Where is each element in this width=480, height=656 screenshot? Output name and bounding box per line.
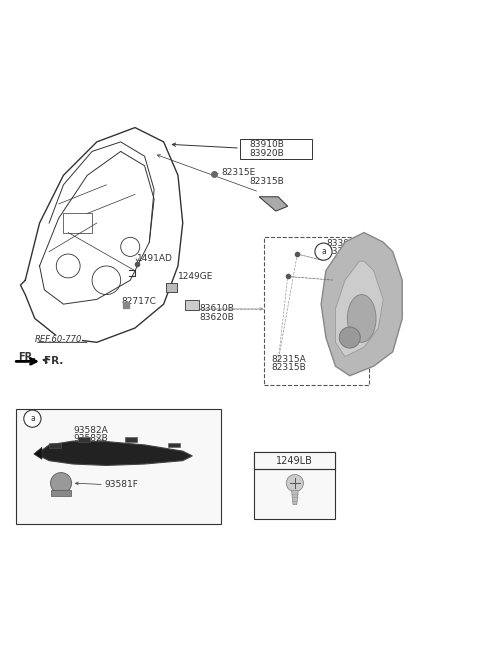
Polygon shape [34, 447, 42, 459]
Polygon shape [336, 261, 383, 357]
Polygon shape [259, 197, 288, 211]
Text: 1249LB: 1249LB [276, 456, 313, 466]
Circle shape [24, 410, 41, 427]
Bar [49, 443, 61, 448]
Text: a: a [30, 414, 35, 423]
Polygon shape [291, 490, 298, 504]
Bar [240, 138, 312, 159]
Circle shape [339, 327, 360, 348]
Text: 83301E: 83301E [326, 239, 360, 247]
Bar [168, 443, 180, 447]
Polygon shape [185, 300, 199, 310]
Text: FR.: FR. [44, 356, 64, 367]
Bar [254, 452, 336, 469]
Text: 83610B: 83610B [199, 304, 234, 314]
Text: 83910B: 83910B [250, 140, 285, 149]
Ellipse shape [348, 295, 376, 342]
Text: FR.: FR. [18, 352, 48, 362]
Circle shape [286, 474, 303, 492]
Bar [254, 452, 336, 519]
Text: 83920B: 83920B [250, 150, 284, 158]
Text: 93581F: 93581F [104, 480, 138, 489]
Text: 93582A: 93582A [73, 426, 108, 435]
Polygon shape [166, 283, 177, 292]
Bar [125, 438, 137, 442]
Text: 83620B: 83620B [199, 312, 234, 321]
Text: 82315B: 82315B [250, 177, 284, 186]
Text: 82315A: 82315A [271, 354, 306, 363]
Bar [51, 490, 71, 496]
Text: 1491AD: 1491AD [137, 255, 173, 263]
Polygon shape [39, 441, 192, 466]
Text: 1249GE: 1249GE [178, 272, 213, 281]
Polygon shape [321, 233, 402, 376]
Circle shape [315, 243, 332, 260]
Text: 82315B: 82315B [271, 363, 306, 372]
Bar [264, 237, 369, 385]
Text: a: a [321, 247, 326, 256]
Bar [16, 409, 221, 523]
Circle shape [50, 472, 72, 493]
Text: 93582B: 93582B [73, 434, 108, 443]
Bar [78, 437, 90, 441]
Bar [63, 213, 92, 233]
Text: REF.60-770: REF.60-770 [35, 335, 82, 344]
Text: 82717C: 82717C [121, 297, 156, 306]
Text: 83302E: 83302E [326, 247, 360, 256]
Text: 82315E: 82315E [221, 169, 255, 177]
